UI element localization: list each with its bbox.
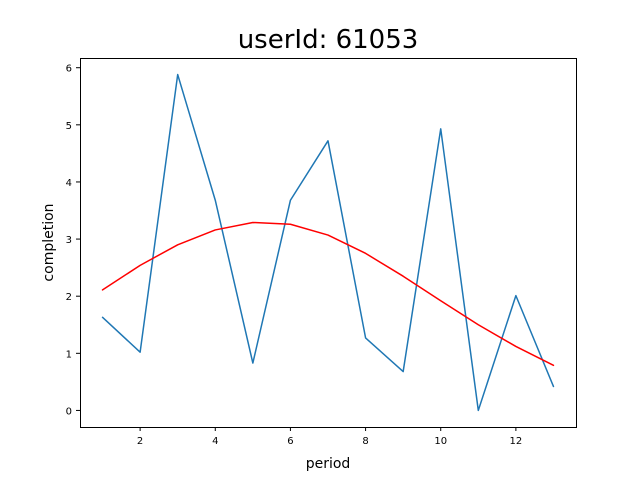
y-tick-label: 5 (66, 121, 72, 132)
x-axis-label: period (306, 456, 351, 472)
series-layer (101, 73, 555, 412)
series-line-red (101, 221, 555, 367)
y-tick-label: 6 (66, 64, 72, 75)
x-tick-label: 10 (434, 436, 447, 447)
y-tick-label: 1 (66, 349, 72, 360)
x-tick-label: 6 (287, 436, 293, 447)
x-tick-label: 8 (362, 436, 368, 447)
x-tick-label: 4 (212, 436, 218, 447)
y-axis-label: completion (41, 203, 57, 281)
y-axis-ticks: 0 1 2 3 4 5 6 (66, 64, 80, 417)
x-tick-label: 12 (510, 436, 523, 447)
y-tick-label: 2 (66, 292, 72, 303)
y-tick-label: 0 (66, 406, 72, 417)
chart-title: userId: 61053 (238, 25, 419, 55)
y-tick-label: 3 (66, 235, 72, 246)
plot-frame (80, 58, 577, 428)
y-tick-label: 4 (66, 178, 72, 189)
x-tick-label: 2 (137, 436, 143, 447)
series-line-blue (101, 73, 555, 412)
